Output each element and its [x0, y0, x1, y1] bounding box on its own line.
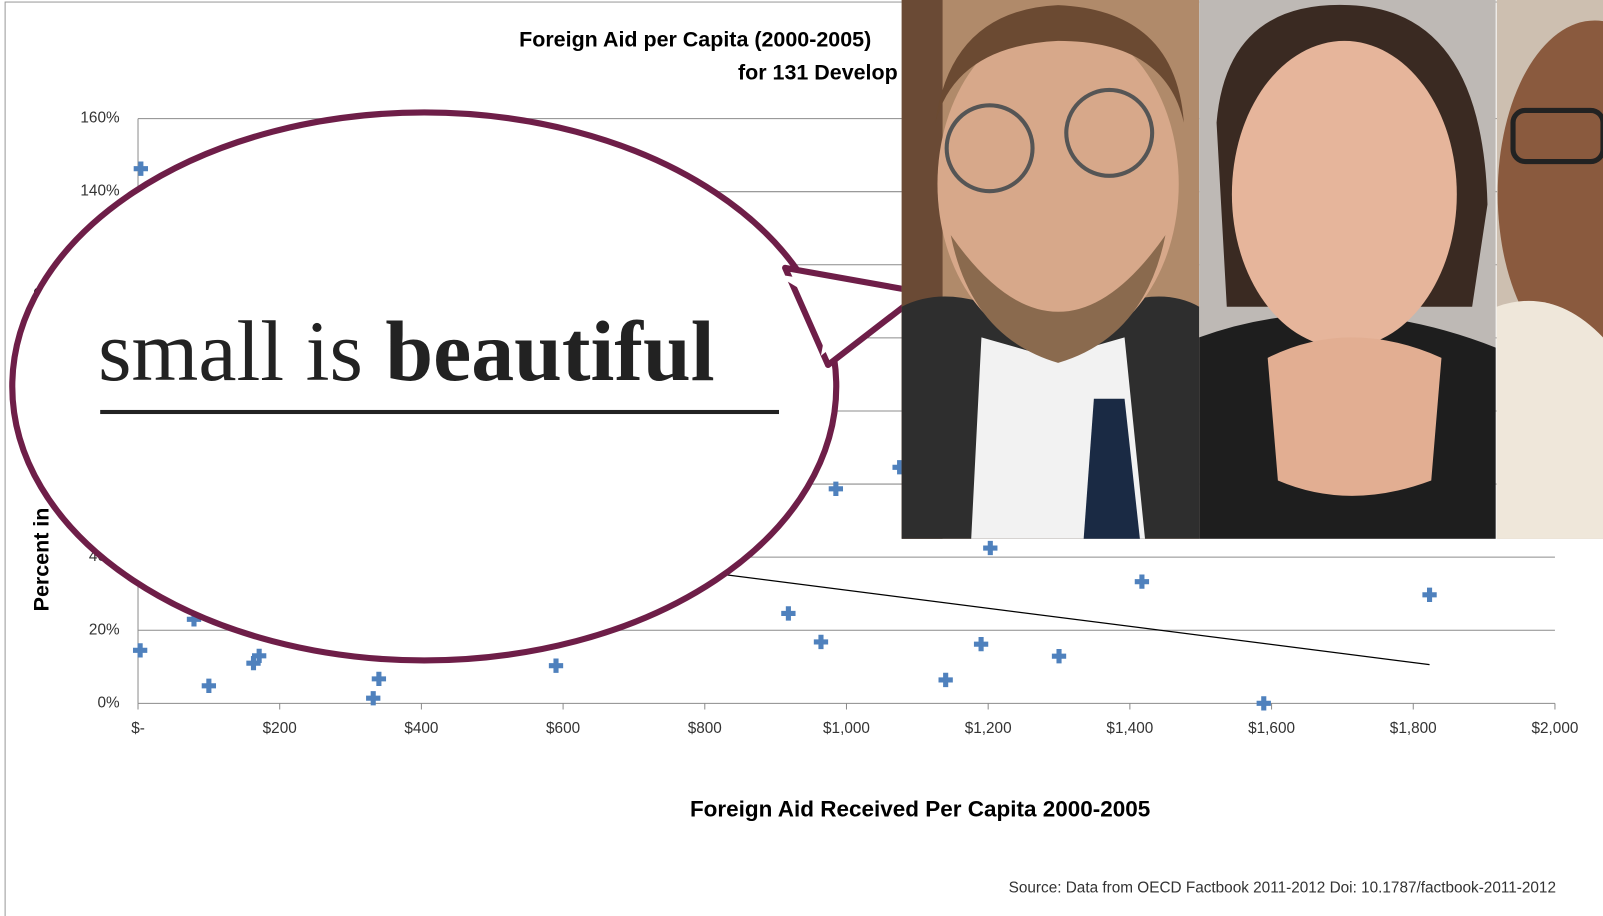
- x-tick-label: $2,000: [1532, 720, 1579, 737]
- data-point: [892, 460, 907, 475]
- data-point: [132, 643, 148, 658]
- y-tick-label: 0%: [97, 694, 120, 711]
- x-tick-label: $800: [688, 720, 722, 737]
- y-tick-label: 20%: [89, 621, 120, 638]
- photos: [901, 0, 1603, 539]
- chart-title: Foreign Aid per Capita (2000-2005): [519, 28, 871, 52]
- data-point: [548, 658, 564, 673]
- data-point: [366, 691, 381, 706]
- data-point: [1256, 696, 1271, 711]
- chart-title: for 131 Develop: [738, 60, 898, 84]
- data-point: [252, 648, 267, 664]
- source-note: Source: Data from OECD Factbook 2011-201…: [1009, 879, 1556, 896]
- y-axis-label: Percent in: [30, 508, 54, 612]
- x-tick-label: $-: [131, 720, 145, 737]
- data-point: [133, 161, 149, 176]
- x-tick-label: $1,200: [965, 720, 1012, 737]
- y-tick-label: 160%: [80, 110, 120, 127]
- x-tick-label: $600: [546, 720, 580, 737]
- x-tick-label: $200: [263, 720, 297, 737]
- x-axis-label: Foreign Aid Received Per Capita 2000-200…: [690, 797, 1150, 822]
- data-point: [1051, 649, 1067, 664]
- bubble-bold: beautiful: [385, 303, 714, 399]
- data-point: [371, 671, 387, 687]
- data-point: [201, 678, 217, 693]
- data-point: [938, 672, 953, 688]
- data-point: [813, 634, 829, 650]
- data-point: [828, 481, 844, 496]
- bubble-text: small is beautiful: [98, 303, 714, 399]
- x-tick-label: $1,800: [1390, 720, 1437, 737]
- data-point: [186, 612, 202, 627]
- underline: [100, 409, 780, 415]
- data-point: [1422, 587, 1437, 602]
- data-point: [1134, 574, 1150, 589]
- x-tick-label: $400: [404, 720, 438, 737]
- x-tick-label: $1,600: [1248, 720, 1295, 737]
- data-point: [973, 636, 989, 652]
- data-point: [246, 655, 261, 671]
- y-tick-label: 140%: [80, 183, 120, 200]
- data-point: [781, 606, 796, 621]
- speech-bubble: small is beautiful: [9, 109, 926, 664]
- data-point: [983, 540, 998, 556]
- x-tick-label: $1,400: [1106, 720, 1153, 737]
- bubble-regular: small is: [98, 303, 363, 399]
- x-tick-label: $1,000: [823, 720, 870, 737]
